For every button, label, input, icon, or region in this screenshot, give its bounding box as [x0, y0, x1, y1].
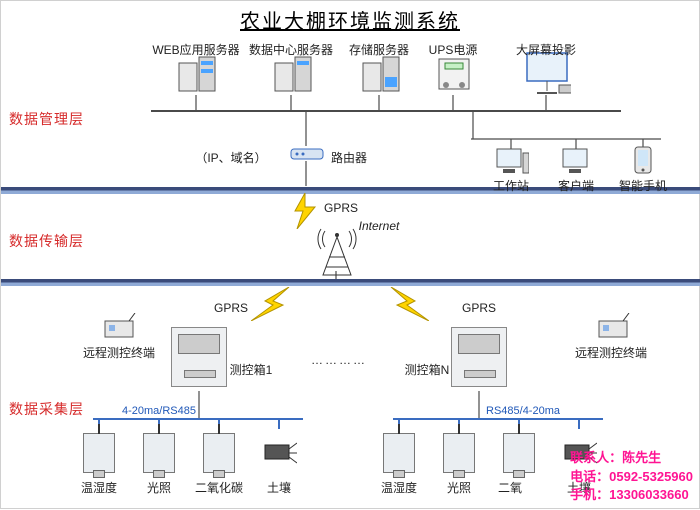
router-icon: [289, 147, 325, 163]
label-smartphone: 智能手机: [619, 177, 667, 194]
label-gprs-top: GPRS: [324, 201, 358, 215]
label-workstation: 工作站: [493, 177, 529, 194]
terminal-right-icon: [595, 313, 631, 341]
server-web-icon: [177, 55, 217, 95]
layer-collect-label: 数据采集层: [9, 399, 84, 419]
label-router-ip: （IP、域名）: [195, 149, 266, 166]
sensor-co2-left: [203, 433, 235, 473]
label-sensor-li-l: 光照: [147, 479, 171, 496]
label-control-box-1: 测控箱1: [230, 361, 273, 378]
client-icon: [561, 147, 593, 175]
label-terminal-right: 远程测控终端: [575, 344, 647, 361]
sensor-temp-humidity-right: [383, 433, 415, 473]
control-box-1: [171, 327, 227, 387]
contact-phone: 电话：0592-5325960: [570, 468, 693, 486]
label-sensor-soil-l: 土壤: [267, 479, 291, 496]
label-ups: UPS电源: [429, 41, 478, 58]
layer-transport-label: 数据传输层: [9, 231, 84, 251]
cell-tower-icon: [315, 227, 359, 277]
smartphone-icon: [633, 145, 655, 177]
label-sensor-co2-r: 二氧: [498, 479, 522, 496]
label-internet: Internet: [359, 219, 400, 233]
label-bus-left: 4-20ma/RS485: [122, 405, 196, 417]
label-control-box-n: 测控箱N: [405, 361, 450, 378]
bolt-icon-right: [389, 287, 429, 321]
label-client: 客户端: [558, 177, 594, 194]
terminal-left-icon: [101, 313, 137, 341]
server-datacenter-icon: [273, 55, 313, 95]
dots-label: …………: [311, 353, 367, 367]
divider-2: [1, 279, 700, 286]
label-web-server: WEB应用服务器: [152, 41, 239, 58]
contact-name: 联系人：陈先生: [570, 449, 693, 467]
label-terminal-left: 远程测控终端: [83, 344, 155, 361]
contact-info: 联系人：陈先生 电话：0592-5325960 手机：13306033660: [570, 449, 693, 504]
label-sensor-th-l: 温湿度: [81, 479, 117, 496]
label-projection: 大屏幕投影: [516, 41, 576, 58]
label-sensor-co2-l: 二氧化碳: [195, 479, 243, 496]
diagram-title: 农业大棚环境监测系统: [1, 1, 699, 34]
sensor-light-left: [143, 433, 175, 473]
sensor-temp-humidity-left: [83, 433, 115, 473]
layer-manage-label: 数据管理层: [9, 109, 84, 129]
label-sensor-th-r: 温湿度: [381, 479, 417, 496]
control-box-n: [451, 327, 507, 387]
label-router: 路由器: [331, 149, 367, 166]
workstation-icon: [495, 147, 529, 175]
sensor-soil-left: [263, 439, 297, 469]
sensor-light-right: [443, 433, 475, 473]
bolt-icon-top: [291, 193, 319, 229]
label-sensor-li-r: 光照: [447, 479, 471, 496]
ups-icon: [437, 57, 471, 95]
divider-1: [1, 187, 700, 194]
label-storage-server: 存储服务器: [349, 41, 409, 58]
contact-mobile: 手机：13306033660: [570, 486, 693, 504]
label-gprs-left: GPRS: [214, 301, 248, 315]
label-gprs-right: GPRS: [462, 301, 496, 315]
label-bus-right: RS485/4-20ma: [486, 405, 560, 417]
server-storage-icon: [361, 55, 401, 95]
sensor-co2-right: [503, 433, 535, 473]
bolt-icon-left: [251, 287, 291, 321]
label-datacenter-server: 数据中心服务器: [249, 41, 333, 58]
